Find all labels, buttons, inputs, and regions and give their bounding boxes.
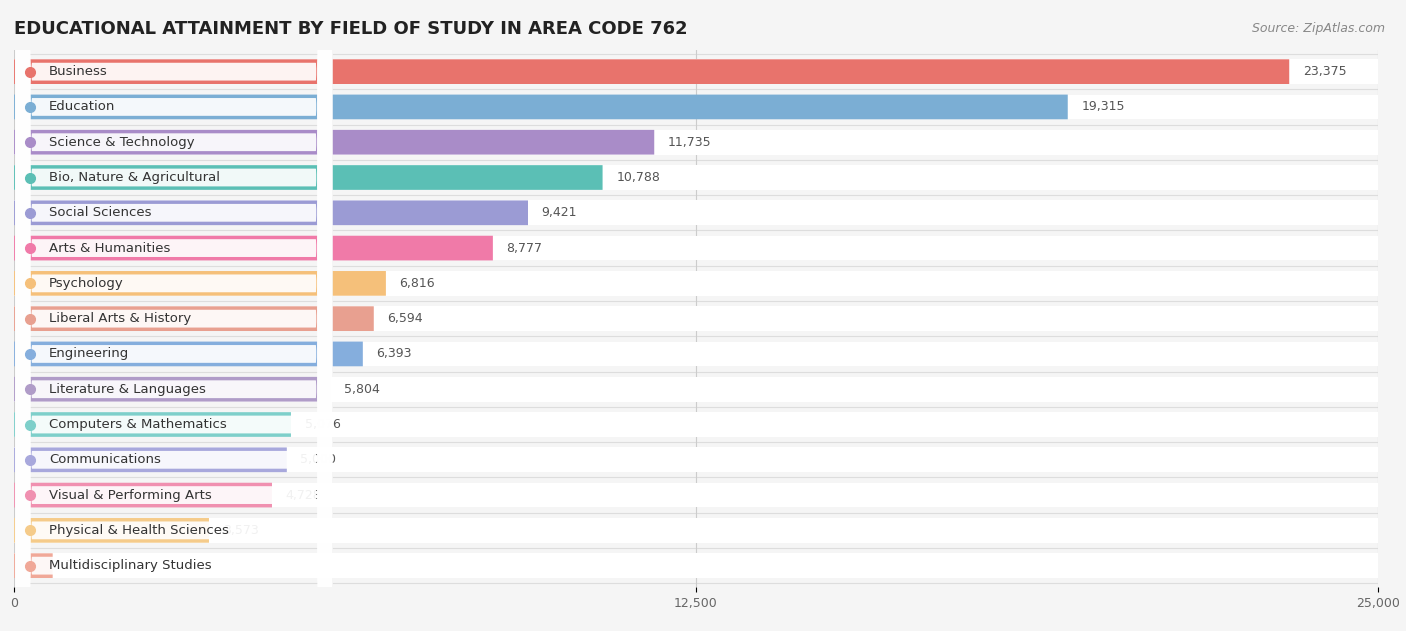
Text: 5,000: 5,000 [301, 453, 336, 466]
Text: 5,804: 5,804 [344, 383, 380, 396]
Text: Education: Education [49, 100, 115, 114]
FancyBboxPatch shape [14, 306, 374, 331]
Text: 3,573: 3,573 [222, 524, 259, 537]
Text: 708: 708 [66, 559, 90, 572]
Text: Arts & Humanities: Arts & Humanities [49, 242, 170, 254]
Text: Visual & Performing Arts: Visual & Performing Arts [49, 488, 212, 502]
FancyBboxPatch shape [14, 165, 1378, 190]
Text: 19,315: 19,315 [1081, 100, 1125, 114]
Text: EDUCATIONAL ATTAINMENT BY FIELD OF STUDY IN AREA CODE 762: EDUCATIONAL ATTAINMENT BY FIELD OF STUDY… [14, 20, 688, 38]
FancyBboxPatch shape [14, 236, 1378, 261]
Text: Source: ZipAtlas.com: Source: ZipAtlas.com [1251, 22, 1385, 35]
FancyBboxPatch shape [14, 341, 1378, 366]
FancyBboxPatch shape [14, 412, 1378, 437]
Text: 8,777: 8,777 [506, 242, 543, 254]
Text: Multidisciplinary Studies: Multidisciplinary Studies [49, 559, 211, 572]
FancyBboxPatch shape [14, 95, 1067, 119]
Text: Physical & Health Sciences: Physical & Health Sciences [49, 524, 229, 537]
Text: Social Sciences: Social Sciences [49, 206, 152, 220]
Text: 11,735: 11,735 [668, 136, 711, 149]
FancyBboxPatch shape [15, 0, 332, 631]
Text: 5,076: 5,076 [305, 418, 340, 431]
FancyBboxPatch shape [14, 130, 654, 155]
FancyBboxPatch shape [14, 236, 494, 261]
FancyBboxPatch shape [14, 59, 1289, 84]
FancyBboxPatch shape [14, 447, 287, 472]
Text: Literature & Languages: Literature & Languages [49, 383, 205, 396]
FancyBboxPatch shape [15, 0, 332, 631]
Text: 23,375: 23,375 [1303, 65, 1347, 78]
Text: 10,788: 10,788 [616, 171, 659, 184]
FancyBboxPatch shape [15, 0, 332, 631]
FancyBboxPatch shape [14, 447, 1378, 472]
FancyBboxPatch shape [14, 412, 291, 437]
FancyBboxPatch shape [15, 0, 332, 631]
FancyBboxPatch shape [15, 0, 332, 631]
Text: Science & Technology: Science & Technology [49, 136, 194, 149]
Text: Communications: Communications [49, 453, 160, 466]
FancyBboxPatch shape [14, 201, 529, 225]
FancyBboxPatch shape [14, 518, 209, 543]
FancyBboxPatch shape [14, 271, 1378, 296]
FancyBboxPatch shape [15, 0, 332, 631]
FancyBboxPatch shape [14, 130, 1378, 155]
Text: 4,728: 4,728 [285, 488, 322, 502]
FancyBboxPatch shape [15, 0, 332, 631]
FancyBboxPatch shape [15, 0, 332, 631]
FancyBboxPatch shape [14, 165, 603, 190]
Text: 9,421: 9,421 [541, 206, 576, 220]
FancyBboxPatch shape [14, 553, 52, 578]
Text: Psychology: Psychology [49, 277, 124, 290]
FancyBboxPatch shape [14, 201, 1378, 225]
FancyBboxPatch shape [15, 0, 332, 631]
FancyBboxPatch shape [15, 0, 332, 631]
FancyBboxPatch shape [15, 0, 332, 631]
FancyBboxPatch shape [14, 483, 1378, 507]
FancyBboxPatch shape [14, 95, 1378, 119]
FancyBboxPatch shape [14, 341, 363, 366]
FancyBboxPatch shape [14, 518, 1378, 543]
FancyBboxPatch shape [14, 306, 1378, 331]
FancyBboxPatch shape [14, 377, 1378, 401]
FancyBboxPatch shape [14, 483, 271, 507]
FancyBboxPatch shape [15, 0, 332, 631]
FancyBboxPatch shape [14, 377, 330, 401]
FancyBboxPatch shape [14, 271, 385, 296]
FancyBboxPatch shape [14, 553, 1378, 578]
Text: Business: Business [49, 65, 108, 78]
FancyBboxPatch shape [15, 0, 332, 631]
FancyBboxPatch shape [15, 0, 332, 631]
Text: 6,816: 6,816 [399, 277, 434, 290]
Text: Computers & Mathematics: Computers & Mathematics [49, 418, 226, 431]
FancyBboxPatch shape [15, 0, 332, 631]
Text: Liberal Arts & History: Liberal Arts & History [49, 312, 191, 325]
Text: 6,594: 6,594 [388, 312, 423, 325]
Text: Engineering: Engineering [49, 348, 129, 360]
Text: 6,393: 6,393 [377, 348, 412, 360]
FancyBboxPatch shape [14, 59, 1378, 84]
Text: Bio, Nature & Agricultural: Bio, Nature & Agricultural [49, 171, 219, 184]
